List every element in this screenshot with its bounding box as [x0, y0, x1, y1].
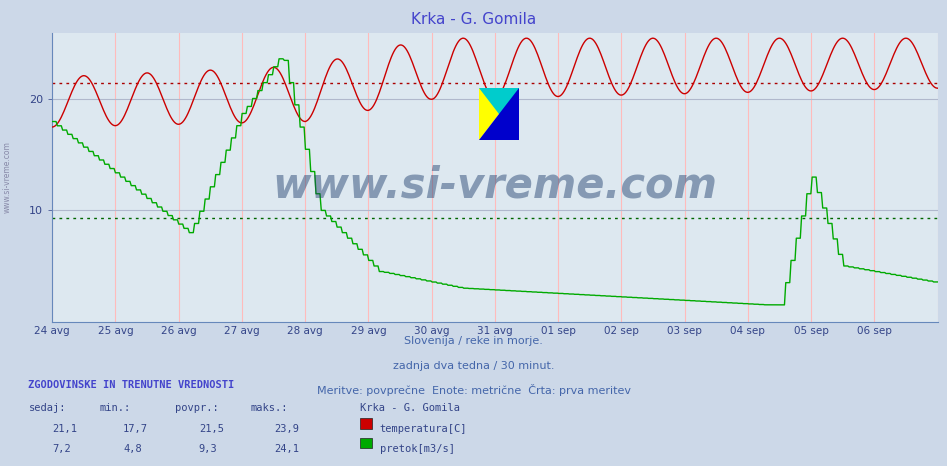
Text: Meritve: povprečne  Enote: metrične  Črta: prva meritev: Meritve: povprečne Enote: metrične Črta:…: [316, 384, 631, 397]
Text: 24,1: 24,1: [275, 444, 299, 453]
Text: sedaj:: sedaj:: [28, 403, 66, 413]
Text: 17,7: 17,7: [123, 424, 148, 434]
Text: povpr.:: povpr.:: [175, 403, 219, 413]
Text: temperatura[C]: temperatura[C]: [380, 424, 467, 434]
Text: 21,5: 21,5: [199, 424, 223, 434]
Text: pretok[m3/s]: pretok[m3/s]: [380, 444, 455, 453]
Text: zadnja dva tedna / 30 minut.: zadnja dva tedna / 30 minut.: [393, 361, 554, 371]
Text: Slovenija / reke in morje.: Slovenija / reke in morje.: [404, 336, 543, 345]
Text: 21,1: 21,1: [52, 424, 77, 434]
Text: maks.:: maks.:: [251, 403, 289, 413]
Text: 9,3: 9,3: [199, 444, 218, 453]
Text: Krka - G. Gomila: Krka - G. Gomila: [360, 403, 460, 413]
Text: 23,9: 23,9: [275, 424, 299, 434]
Text: www.si-vreme.com: www.si-vreme.com: [3, 141, 12, 213]
Text: Krka - G. Gomila: Krka - G. Gomila: [411, 12, 536, 27]
Text: www.si-vreme.com: www.si-vreme.com: [273, 165, 717, 207]
Text: 7,2: 7,2: [52, 444, 71, 453]
Text: min.:: min.:: [99, 403, 131, 413]
Text: ZGODOVINSKE IN TRENUTNE VREDNOSTI: ZGODOVINSKE IN TRENUTNE VREDNOSTI: [28, 380, 235, 390]
Text: 4,8: 4,8: [123, 444, 142, 453]
